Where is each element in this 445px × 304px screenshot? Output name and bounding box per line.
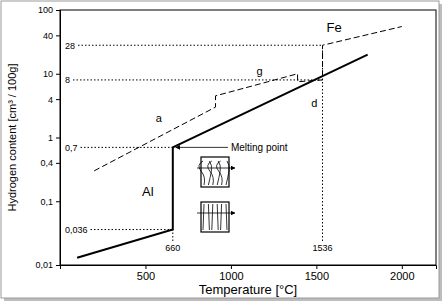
- plot-frame: [60, 10, 436, 265]
- chart: 500 1000 1500 2000 0,01 0,1 0,4 1 4 10 40 100 Temper…: [0, 0, 445, 304]
- x-axis: 500 1000 1500 2000: [61, 265, 437, 282]
- x-tick: 500: [137, 265, 155, 282]
- reference-label: 8: [65, 75, 70, 85]
- x-tick-mark: [145, 265, 146, 269]
- y-tick-mark: [56, 201, 60, 202]
- y-tick-mark: [56, 74, 60, 75]
- sketch-line: [226, 161, 229, 185]
- sketch-arrow: [197, 168, 235, 169]
- annotation: Melting point: [231, 142, 288, 153]
- sketch-box: [201, 157, 229, 187]
- y-tick: 40: [43, 31, 60, 41]
- x-tick-label: 1500: [305, 270, 329, 282]
- series-label: Fe: [327, 20, 342, 35]
- y-tick: 0,1: [40, 197, 60, 207]
- reference-label: 28: [65, 41, 75, 51]
- reference-label: 1536: [313, 243, 333, 253]
- series-line: [94, 27, 402, 171]
- y-tick-mark: [56, 10, 60, 11]
- microstructure-sketches: [197, 157, 235, 232]
- annotation: a: [156, 112, 163, 124]
- y-tick: 0,4: [40, 158, 60, 168]
- sketch-box: [201, 202, 229, 232]
- reference-line: [91, 229, 173, 230]
- y-tick: 4: [48, 94, 60, 104]
- x-tick-mark: [316, 265, 317, 269]
- reference-label: 0,036: [65, 225, 88, 235]
- sketch-line: [226, 204, 227, 230]
- microstructure: [197, 202, 235, 232]
- y-tick: 1: [48, 133, 60, 143]
- y-tick-mark: [56, 138, 60, 139]
- y-tick-label: 1: [48, 133, 53, 143]
- sketch-line: [208, 204, 209, 230]
- reference-line: [73, 79, 323, 80]
- x-tick-label: 500: [137, 270, 155, 282]
- series-label: Al: [142, 184, 154, 199]
- x-tick-label: 2000: [390, 270, 414, 282]
- x-axis-title: Temperature [°C]: [199, 282, 297, 297]
- sketch-arrow: [197, 213, 235, 214]
- y-tick-label: 0,4: [40, 158, 53, 168]
- sketch-line: [212, 204, 213, 230]
- annotation-arrow: [176, 147, 228, 148]
- y-tick-label: 4: [48, 94, 53, 104]
- sketch-line: [208, 161, 214, 185]
- sketch-line: [221, 204, 222, 230]
- reference-lines: 28 8 0,7 0,036 660 1536: [65, 41, 333, 253]
- series-group: [77, 27, 402, 258]
- sketch-line: [217, 204, 218, 230]
- y-tick-mark: [56, 265, 60, 266]
- microstructure: [197, 157, 235, 187]
- x-tick: 1000: [219, 265, 243, 282]
- annotation: d: [311, 97, 317, 109]
- x-tick: 2000: [390, 265, 414, 282]
- y-tick: 0,01: [35, 260, 60, 270]
- x-axis-line: [61, 266, 437, 270]
- y-axis: 0,01 0,1 0,4 1 4 10 40 100: [35, 5, 60, 270]
- reference-label: 0,7: [65, 143, 78, 153]
- y-tick: 100: [38, 5, 60, 15]
- y-tick-label: 10: [43, 69, 53, 79]
- sketch-line: [199, 161, 205, 185]
- x-tick-mark: [231, 265, 232, 269]
- reference-line: [81, 147, 173, 148]
- y-axis-title: Hydrogen content [cm³ / 100g]: [6, 64, 18, 212]
- x-tick-mark: [402, 265, 403, 269]
- series-line: [77, 55, 368, 258]
- y-tick-mark: [56, 35, 60, 36]
- y-tick-mark: [56, 163, 60, 164]
- y-tick-label: 40: [43, 31, 53, 41]
- sketch-line: [203, 204, 204, 230]
- y-tick-label: 100: [38, 5, 53, 15]
- sketch-line: [217, 161, 223, 185]
- x-tick-label: 1000: [219, 270, 243, 282]
- y-axis-line: [56, 11, 61, 266]
- reference-marks: [73, 45, 323, 241]
- reference-line: [172, 230, 173, 241]
- annotation: g: [257, 65, 263, 77]
- reference-line: [78, 45, 323, 46]
- x-tick: 1500: [305, 265, 329, 282]
- y-tick-label: 0,1: [40, 197, 53, 207]
- y-tick: 10: [43, 69, 60, 79]
- y-tick-label: 0,01: [35, 260, 53, 270]
- y-tick-mark: [56, 99, 60, 100]
- reference-label: 660: [165, 243, 180, 253]
- outer-frame: [1, 1, 439, 298]
